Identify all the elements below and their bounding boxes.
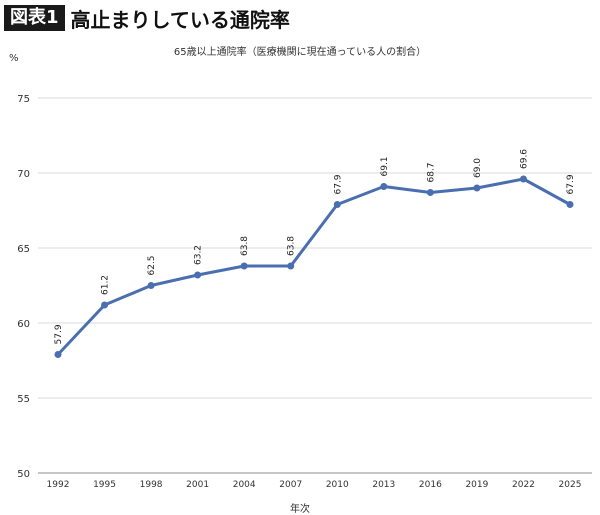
chart-title: 65歳以上通院率（医療機関に現在通っている人の割合）	[173, 47, 427, 58]
x-tick-label: 2004	[233, 480, 256, 490]
data-point	[473, 184, 481, 192]
x-axis-ticks: 1992 1995 1998 2001 2004 2007 2010 2013 2016 2019…	[47, 480, 582, 490]
x-tick-label: 1992	[47, 480, 70, 490]
series-line	[56, 177, 571, 356]
x-tick-label: 1998	[140, 480, 163, 490]
x-tick-label: 2013	[372, 480, 395, 490]
data-point	[101, 301, 109, 309]
x-tick-label: 2019	[465, 480, 488, 490]
y-tick-label: 65	[17, 244, 30, 255]
data-point	[426, 189, 434, 196]
data-point	[333, 201, 341, 208]
data-label: 67.9	[566, 174, 576, 194]
data-label: 69.1	[380, 156, 390, 176]
y-tick-label: 70	[17, 169, 30, 180]
y-tick-label: 75	[17, 94, 30, 105]
y-axis-ticks: 50 55 60 65 70 75	[17, 94, 30, 480]
x-axis-title: 年次	[290, 504, 310, 515]
data-label: 61.2	[101, 275, 111, 295]
data-label: 67.9	[333, 174, 343, 194]
data-label: 69.6	[519, 149, 529, 169]
figure-header: 図表1 高止まりしている通院率	[4, 4, 290, 32]
data-point	[54, 351, 62, 358]
data-labels: 57.9 61.2 62.5 63.2 63.8 63.8 67.9 69.1 68.7 69.0…	[54, 149, 576, 345]
data-point	[194, 271, 202, 279]
data-point	[147, 282, 155, 289]
x-tick-label: 2010	[326, 480, 349, 490]
figure-headline: 高止まりしている通院率	[70, 7, 290, 32]
data-points	[54, 175, 574, 358]
x-tick-label: 1995	[93, 480, 116, 490]
figure-number-badge: 図表1	[4, 5, 65, 31]
data-label: 57.9	[54, 324, 64, 344]
data-label: 69.0	[473, 158, 483, 178]
data-point	[380, 183, 388, 190]
y-axis-unit: %	[9, 53, 19, 64]
data-point	[240, 262, 248, 270]
x-tick-label: 2025	[559, 480, 582, 490]
data-label: 63.8	[287, 236, 297, 256]
data-label: 62.5	[147, 255, 157, 275]
series-line-group	[56, 177, 571, 356]
x-tick-label: 2016	[419, 480, 442, 490]
data-point	[287, 262, 295, 270]
data-point	[566, 201, 574, 208]
gridlines	[38, 97, 592, 474]
data-label: 68.7	[426, 162, 436, 182]
y-tick-label: 60	[17, 319, 30, 330]
x-tick-label: 2022	[512, 480, 535, 490]
x-tick-label: 2001	[186, 480, 209, 490]
data-label: 63.8	[240, 236, 250, 256]
y-tick-label: 55	[17, 394, 30, 405]
data-label: 63.2	[194, 245, 204, 265]
data-point	[519, 175, 527, 183]
x-tick-label: 2007	[279, 480, 302, 490]
y-tick-label: 50	[17, 469, 30, 480]
